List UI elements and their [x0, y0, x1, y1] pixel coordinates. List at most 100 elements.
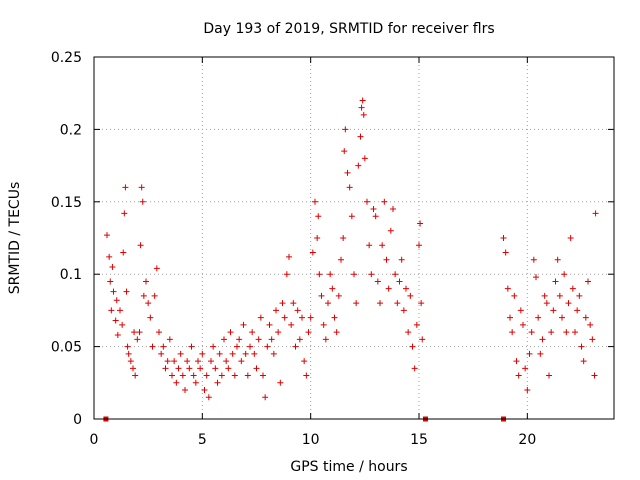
- data-point: [127, 358, 134, 365]
- data-point: [364, 198, 370, 205]
- data-point: [275, 329, 282, 336]
- data-point: [112, 317, 119, 324]
- data-point: [201, 387, 208, 394]
- data-point: [312, 198, 318, 205]
- data-point: [214, 379, 221, 386]
- x-tick-label: 0: [90, 432, 99, 448]
- data-point: [366, 242, 373, 249]
- data-point: [592, 210, 599, 217]
- data-point: [411, 365, 418, 372]
- data-point: [315, 213, 322, 220]
- data-point: [383, 256, 390, 263]
- data-point: [417, 220, 424, 227]
- data-point: [117, 307, 123, 314]
- data-point: [576, 292, 583, 299]
- data-point: [418, 300, 425, 307]
- x-tick-label: 15: [410, 432, 428, 448]
- data-point: [561, 271, 568, 278]
- data-point: [396, 278, 403, 285]
- chart-title: Day 193 of 2019, SRMTID for receiver flr…: [203, 21, 494, 37]
- data-point: [574, 307, 581, 314]
- data-point: [164, 358, 171, 365]
- data-point: [582, 314, 589, 321]
- data-point: [262, 394, 269, 401]
- data-point: [260, 372, 266, 379]
- data-point: [253, 365, 260, 372]
- data-point: [257, 314, 264, 321]
- data-point: [140, 292, 147, 299]
- data-point: [120, 249, 127, 256]
- data-point: [569, 285, 576, 292]
- data-point: [517, 307, 524, 314]
- data-point: [238, 358, 245, 365]
- data-point: [113, 297, 120, 304]
- data-point: [216, 350, 223, 357]
- data-point: [400, 307, 407, 314]
- data-point: [515, 372, 522, 379]
- data-point: [392, 271, 399, 278]
- data-point: [227, 329, 234, 336]
- data-point: [104, 232, 110, 239]
- data-point: [513, 358, 520, 365]
- data-point: [132, 372, 139, 379]
- data-point: [173, 379, 180, 386]
- data-point: [286, 253, 292, 260]
- data-point: [273, 307, 279, 314]
- data-point: [567, 235, 574, 241]
- data-point: [208, 358, 214, 365]
- data-point: [385, 285, 392, 292]
- data-point: [290, 300, 297, 307]
- data-point: [335, 292, 342, 299]
- data-point: [192, 379, 199, 386]
- data-point: [231, 372, 238, 379]
- data-point: [348, 213, 355, 220]
- data-point: [405, 329, 412, 336]
- data-point: [591, 372, 598, 379]
- data-point: [130, 365, 136, 372]
- data-point: [537, 350, 544, 357]
- data-point: [175, 365, 182, 372]
- data-point: [177, 350, 184, 357]
- data-point: [307, 314, 314, 321]
- data-point: [416, 242, 422, 249]
- data-point: [221, 336, 227, 343]
- data-point: [379, 242, 386, 249]
- data-point: [242, 350, 249, 357]
- data-point: [153, 265, 160, 272]
- data-point: [107, 278, 114, 285]
- data-point: [398, 256, 405, 263]
- data-point: [387, 227, 394, 234]
- data-point: [136, 329, 143, 336]
- data-point: [143, 278, 149, 285]
- data-point: [229, 350, 236, 357]
- data-point: [123, 288, 130, 295]
- data-point: [309, 249, 316, 256]
- data-point: [119, 321, 126, 328]
- data-point: [556, 292, 563, 299]
- data-point: [137, 242, 144, 249]
- data-point: [281, 314, 288, 321]
- data-point: [502, 249, 509, 256]
- data-point: [195, 358, 201, 365]
- data-point: [578, 343, 585, 350]
- data-point: [303, 372, 310, 379]
- data-point: [355, 162, 362, 169]
- data-point: [266, 321, 273, 328]
- data-point: [541, 292, 548, 299]
- y-tick-label: 0.1: [60, 267, 82, 283]
- data-point: [360, 111, 367, 118]
- data-point: [106, 253, 113, 260]
- data-point: [327, 271, 334, 278]
- data-point: [166, 336, 173, 343]
- data-point: [210, 343, 217, 350]
- data-point: [279, 300, 286, 307]
- data-point: [338, 256, 344, 263]
- data-point: [236, 336, 243, 343]
- data-point: [546, 372, 552, 379]
- y-tick-label: 0.05: [51, 340, 82, 356]
- data-point: [522, 365, 529, 372]
- axes: 0 5 10 15 20 0 0.05 0.1 0.15 0.2 0.25: [51, 50, 614, 448]
- data-point: [585, 278, 591, 285]
- data-point: [184, 358, 191, 365]
- data-point: [344, 169, 351, 176]
